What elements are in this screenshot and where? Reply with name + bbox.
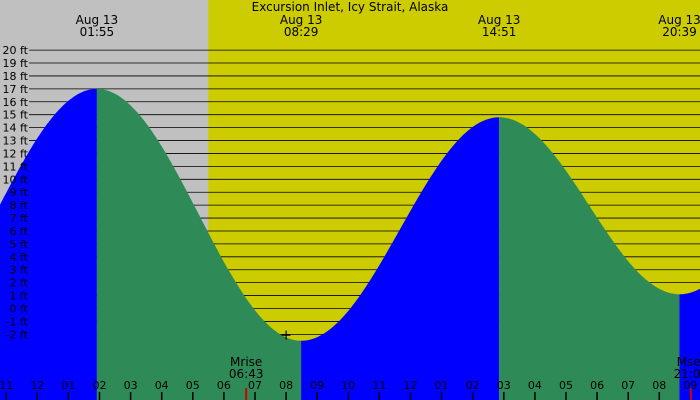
x-tick-label: 07: [621, 379, 635, 392]
y-tick-label: 6 ft: [10, 225, 29, 238]
y-tick-label: 11 ft: [3, 160, 29, 173]
rising-tide-area: [301, 117, 500, 400]
x-tick-label: 05: [559, 379, 573, 392]
x-tick-label: 11: [372, 379, 386, 392]
y-tick-label: 2 ft: [10, 277, 29, 290]
y-tick-label: 3 ft: [10, 264, 29, 277]
tide-marker: +: [280, 327, 292, 343]
y-tick-label: -2 ft: [6, 328, 29, 341]
extreme-time: 14:51: [482, 25, 517, 39]
x-tick-label: 12: [404, 379, 418, 392]
rising-tide-area: [679, 288, 700, 400]
moon-event-time: 06:43: [229, 367, 264, 381]
x-tick-label: 08: [652, 379, 666, 392]
x-tick-label: 03: [497, 379, 511, 392]
moon-event-label: Mset: [677, 355, 700, 369]
y-tick-label: 19 ft: [3, 57, 29, 70]
x-tick-label: 03: [124, 379, 138, 392]
y-tick-label: 5 ft: [10, 238, 29, 251]
extreme-date: Aug 13: [280, 13, 323, 27]
x-tick-label: 11: [0, 379, 13, 392]
x-tick-label: 06: [217, 379, 231, 392]
extreme-date: Aug 13: [658, 13, 700, 27]
moon-event-time: 21:01: [674, 367, 700, 381]
extreme-date: Aug 13: [478, 13, 521, 27]
y-tick-label: 15 ft: [3, 109, 29, 122]
x-tick-label: 02: [93, 379, 107, 392]
x-tick-label: 01: [61, 379, 75, 392]
x-tick-label: 09: [310, 379, 324, 392]
x-tick-label: 07: [248, 379, 262, 392]
x-tick-label: 10: [341, 379, 355, 392]
y-tick-label: 18 ft: [3, 70, 29, 83]
y-tick-label: 17 ft: [3, 83, 29, 96]
y-tick-label: 0 ft: [10, 303, 29, 316]
tide-areas: [0, 88, 700, 400]
moon-event-label: Mrise: [230, 355, 262, 369]
rising-tide-area: [0, 88, 97, 400]
y-tick-label: 20 ft: [3, 44, 29, 57]
y-tick-label: 10 ft: [3, 173, 29, 186]
plus-marker: +: [280, 327, 292, 343]
extreme-time: 01:55: [80, 25, 115, 39]
y-tick-label: 7 ft: [10, 212, 29, 225]
y-tick-label: 14 ft: [3, 122, 29, 135]
y-tick-label: 8 ft: [10, 199, 29, 212]
x-tick-label: 08: [279, 379, 293, 392]
chart-title: Excursion Inlet, Icy Strait, Alaska: [252, 0, 449, 14]
x-axis: 11 12 01 02 03 04 05 06 07 08 09 10 11 12 01 02 03 04 05 06…: [0, 379, 697, 400]
x-tick-label: 12: [30, 379, 44, 392]
y-tick-label: 12 ft: [3, 147, 29, 160]
x-tick-label: 09: [683, 379, 697, 392]
x-tick-label: 04: [528, 379, 542, 392]
extreme-date: Aug 13: [76, 13, 119, 27]
extreme-time: 20:39: [662, 25, 697, 39]
x-tick-label: 02: [466, 379, 480, 392]
y-tick-label: -1 ft: [6, 315, 29, 328]
y-tick-label: 16 ft: [3, 96, 29, 109]
falling-tide-area: [499, 117, 680, 400]
x-tick-label: 01: [435, 379, 449, 392]
extreme-time: 08:29: [284, 25, 319, 39]
x-tick-label: 05: [186, 379, 200, 392]
x-tick-label: 04: [155, 379, 169, 392]
y-tick-label: 9 ft: [10, 186, 29, 199]
y-tick-label: 1 ft: [10, 290, 29, 303]
x-tick-label: 06: [590, 379, 604, 392]
y-tick-label: 13 ft: [3, 135, 29, 148]
falling-tide-area: [96, 88, 302, 400]
y-tick-label: 4 ft: [10, 251, 29, 264]
